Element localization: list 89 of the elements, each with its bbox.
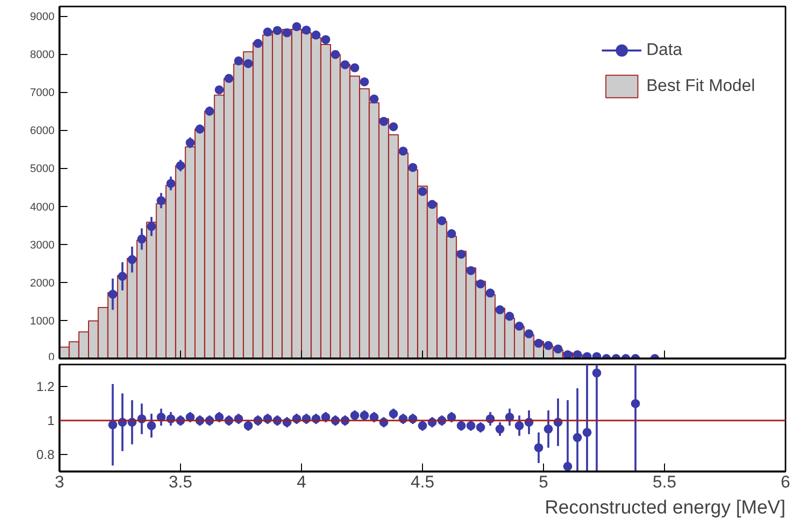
y-tick-label: 1000	[30, 315, 55, 328]
point	[398, 146, 408, 156]
point	[476, 279, 486, 288]
point	[302, 26, 311, 35]
point	[244, 421, 253, 430]
point	[146, 421, 156, 430]
y-tick-label: 1	[47, 413, 55, 428]
point	[118, 272, 127, 281]
point	[330, 50, 340, 59]
point	[534, 443, 544, 452]
point	[505, 312, 514, 321]
point	[447, 229, 456, 238]
point	[350, 63, 360, 72]
point	[437, 216, 446, 226]
point	[456, 250, 466, 259]
y-tick-label: 6000	[30, 125, 55, 138]
point	[146, 222, 156, 231]
y-tick-label: 8000	[30, 49, 55, 62]
point	[534, 338, 544, 348]
point	[572, 433, 582, 442]
point	[456, 421, 466, 430]
point	[312, 30, 321, 40]
y-tick-label: 5000	[30, 163, 55, 176]
point	[592, 368, 602, 378]
y-tick-label: 0.8	[36, 447, 55, 462]
point	[418, 186, 427, 196]
point	[205, 106, 214, 116]
x-axis-title: Reconstructed energy [MeV]	[544, 498, 786, 518]
y-tick-label: 3000	[30, 239, 55, 252]
point	[466, 421, 476, 430]
point	[137, 234, 146, 244]
x-tick-label: 5	[538, 472, 548, 492]
point	[495, 305, 504, 314]
point	[360, 77, 369, 86]
point	[253, 38, 262, 48]
y-tick-label: 7000	[30, 87, 55, 100]
x-tick-label: 3.5	[168, 472, 192, 492]
point	[244, 59, 253, 68]
point	[340, 60, 350, 70]
y-tick-label: 1.2	[36, 379, 55, 394]
y-tick-label: 9000	[30, 11, 55, 24]
x-tick-label: 6	[780, 472, 790, 492]
point	[272, 26, 282, 35]
point	[370, 94, 379, 104]
point	[514, 322, 524, 331]
point	[428, 200, 437, 209]
point	[544, 424, 553, 434]
point	[156, 196, 166, 206]
point	[350, 410, 360, 420]
point	[418, 421, 427, 430]
x-tick-label: 3	[54, 472, 64, 492]
point	[495, 424, 504, 434]
point	[476, 422, 486, 432]
point	[292, 22, 302, 32]
point	[282, 28, 292, 38]
x-tick-label: 4.5	[410, 472, 434, 492]
point	[321, 35, 330, 44]
point	[466, 266, 476, 276]
point	[524, 329, 534, 338]
point	[234, 56, 244, 66]
point	[554, 344, 563, 354]
point	[176, 161, 185, 170]
point	[263, 28, 272, 36]
point	[128, 255, 137, 264]
point	[388, 409, 398, 418]
legend-label: Best Fit Model	[646, 76, 755, 96]
point	[186, 138, 195, 148]
x-tick-label: 4	[296, 472, 306, 492]
point	[224, 74, 234, 83]
point	[544, 341, 553, 350]
legend-label: Data	[646, 40, 682, 60]
point	[108, 290, 118, 299]
point	[214, 85, 224, 94]
point	[408, 162, 418, 172]
point	[360, 410, 369, 420]
point	[195, 124, 204, 134]
point	[630, 399, 640, 408]
y-tick-label: 4000	[30, 201, 55, 214]
point	[486, 288, 495, 298]
point	[582, 428, 592, 437]
point	[388, 122, 398, 132]
x-tick-label: 5.5	[652, 472, 676, 492]
point	[166, 178, 176, 188]
point	[379, 116, 388, 126]
point	[563, 462, 572, 471]
y-tick-label: 2000	[30, 277, 55, 290]
point	[572, 350, 582, 358]
point	[108, 420, 118, 430]
point	[514, 421, 524, 430]
